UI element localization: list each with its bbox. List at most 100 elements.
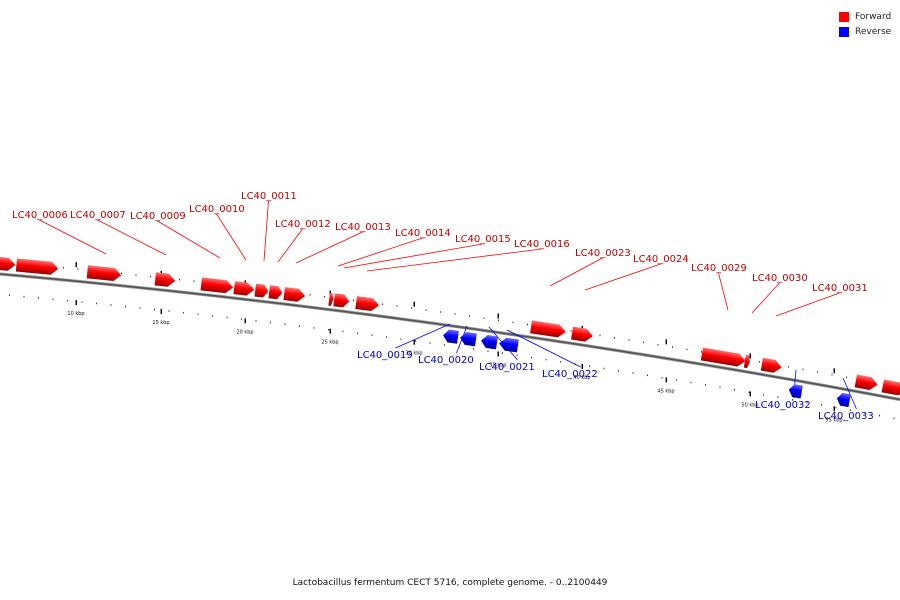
gene-label[interactable]: LC40_0020	[418, 355, 474, 366]
minor-tick	[777, 396, 779, 399]
gene-label[interactable]: LC40_0024	[633, 254, 689, 265]
reverse-gene-arrow[interactable]	[459, 331, 477, 347]
forward-gene-arrow[interactable]	[154, 272, 176, 287]
forward-gene-arrow[interactable]	[743, 354, 751, 369]
forward-gene-arrow[interactable]	[328, 292, 334, 306]
gene-label[interactable]: LC40_0013	[335, 222, 391, 233]
minor-tick	[632, 372, 634, 374]
scale-label: 40 kbp	[573, 375, 590, 381]
reverse-gene-arrow[interactable]	[480, 334, 498, 350]
minor-tick	[817, 371, 818, 373]
forward-gene-arrow[interactable]	[333, 293, 350, 308]
forward-gene-arrow[interactable]	[760, 357, 783, 374]
minor-tick	[154, 308, 155, 311]
gene-label[interactable]: LC40_0011	[241, 191, 297, 202]
gene-label[interactable]: LC40_0014	[395, 228, 451, 239]
gene-label[interactable]: LC40_0012	[275, 219, 331, 230]
forward-gene-arrow[interactable]	[15, 258, 59, 276]
gene-label[interactable]: LC40_0022	[542, 369, 598, 380]
minor-tick	[763, 393, 764, 396]
minor-tick	[531, 356, 532, 359]
minor-tick	[309, 294, 311, 296]
reverse-gene-arrow[interactable]	[836, 392, 851, 408]
leader-line	[277, 228, 303, 263]
major-tick	[413, 339, 415, 345]
gene-label[interactable]: LC40_0030	[752, 273, 808, 284]
minor-tick	[150, 275, 151, 278]
minor-tick	[396, 305, 398, 307]
gene-label[interactable]: LC40_0016	[514, 239, 570, 250]
minor-tick	[469, 315, 470, 317]
forward-gene-arrow[interactable]	[233, 281, 255, 296]
forward-gene-arrow[interactable]	[0, 256, 16, 271]
minor-tick	[139, 307, 141, 309]
leader-line	[718, 272, 729, 311]
scale-label: 25 kbp	[321, 340, 338, 346]
minor-tick	[212, 315, 213, 317]
forward-gene-arrow[interactable]	[254, 283, 269, 298]
minor-tick	[135, 274, 137, 276]
minor-tick	[516, 354, 518, 357]
forward-gene-arrow[interactable]	[571, 326, 594, 343]
minor-tick	[498, 319, 499, 321]
major-tick	[581, 364, 583, 370]
gene-label[interactable]: LC40_0010	[189, 204, 245, 215]
minor-tick	[197, 313, 199, 315]
gene-label[interactable]: LC40_0031	[812, 283, 868, 294]
minor-tick	[226, 316, 228, 319]
forward-gene-arrow[interactable]	[355, 296, 379, 312]
reverse-gene-arrow[interactable]	[442, 329, 459, 344]
forward-gene-arrow[interactable]	[268, 285, 283, 300]
gene-label[interactable]: LC40_0019	[357, 350, 413, 361]
gene-label[interactable]: LC40_0007	[70, 210, 126, 221]
forward-gene-arrow[interactable]	[530, 320, 567, 338]
gene-label[interactable]: LC40_0006	[12, 210, 68, 221]
gene-label[interactable]: LC40_0021	[479, 362, 535, 373]
minor-tick	[545, 358, 547, 361]
minor-tick	[661, 376, 663, 379]
minor-tick	[502, 352, 503, 354]
minor-tick	[850, 409, 851, 412]
reverse-gene-arrow[interactable]	[498, 337, 519, 353]
forward-gene-arrow[interactable]	[200, 277, 234, 294]
reverse-swatch	[839, 26, 849, 37]
gene-label[interactable]: LC40_0015	[455, 234, 511, 245]
minor-tick	[643, 341, 644, 344]
major-tick	[160, 308, 162, 314]
forward-gene-arrow[interactable]	[700, 347, 747, 368]
minor-tick	[821, 404, 822, 406]
gene-label[interactable]: LC40_0009	[130, 211, 186, 222]
minor-tick	[415, 340, 416, 342]
minor-tick	[328, 328, 329, 331]
gene-label[interactable]: LC40_0033	[818, 411, 874, 422]
minor-tick	[382, 303, 383, 305]
minor-tick	[255, 320, 257, 322]
minor-tick	[425, 309, 427, 311]
legend-forward-label: Forward	[855, 11, 892, 22]
gene-label[interactable]: LC40_0023	[575, 248, 631, 259]
forward-gene-arrow[interactable]	[854, 374, 879, 392]
forward-gene-arrow[interactable]	[86, 265, 122, 281]
gene-label[interactable]: LC40_0029	[691, 263, 747, 274]
minor-tick	[353, 299, 354, 302]
legend-reverse: Reverse	[839, 24, 891, 39]
genome-caption: Lactobacillus fermentum CECT 5716, compl…	[292, 578, 608, 588]
minor-tick	[121, 272, 122, 275]
leader-line	[97, 219, 167, 256]
scale-label: 30 kbp	[405, 351, 422, 357]
minor-tick	[52, 298, 54, 300]
forward-gene-arrow[interactable]	[881, 379, 900, 397]
forward-gene-arrow[interactable]	[283, 287, 306, 302]
minor-tick	[38, 297, 39, 299]
major-tick	[665, 339, 667, 345]
minor-tick	[792, 399, 793, 401]
reverse-gene-arrow[interactable]	[788, 383, 803, 399]
minor-tick	[411, 307, 412, 309]
gene-label[interactable]: LC40_0032	[755, 400, 811, 411]
leader-line	[263, 200, 269, 262]
major-tick	[413, 301, 415, 307]
minor-tick	[599, 334, 601, 337]
leader-line	[395, 323, 451, 349]
minor-tick	[357, 332, 358, 335]
minor-tick	[483, 317, 485, 319]
